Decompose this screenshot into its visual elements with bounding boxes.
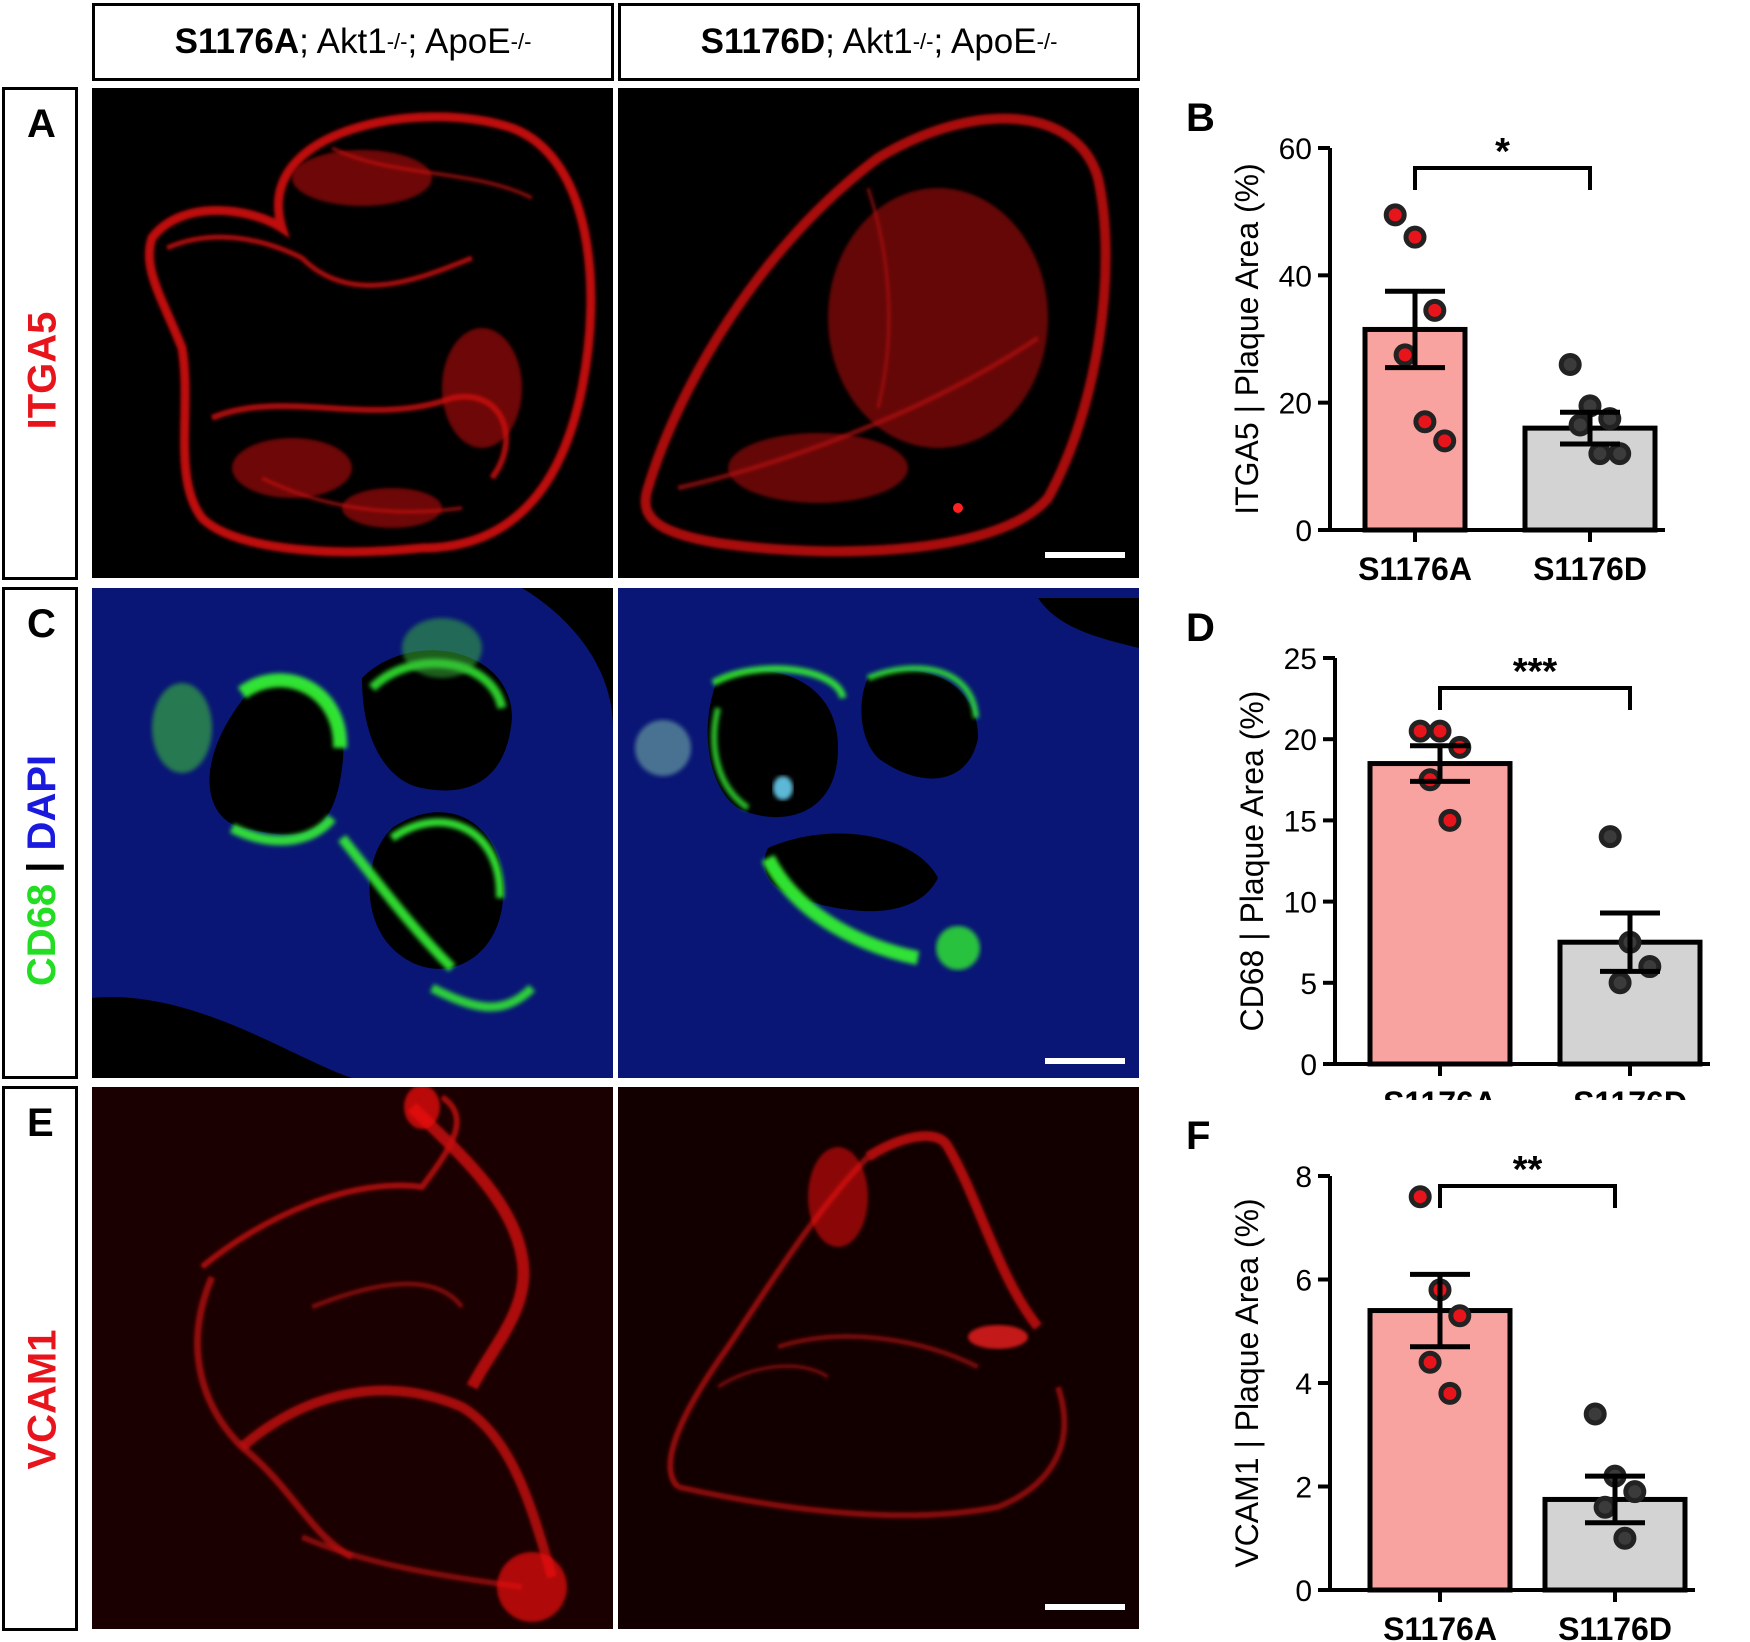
data-point — [1593, 1495, 1617, 1519]
significance-bracket — [1438, 686, 1632, 710]
significance-label: ** — [1513, 1149, 1543, 1191]
marker-dapi: DAPI — [20, 754, 65, 850]
x-tick-label: S1176A — [1383, 1085, 1497, 1100]
column-header-text: ; Akt1 — [299, 22, 387, 61]
y-axis-label: CD68 | Plaque Area (%) — [1234, 691, 1270, 1032]
y-tick-label: 5 — [1300, 968, 1317, 1001]
micrograph-vcam1-s1176a — [92, 1087, 613, 1629]
column-header-sup: -/- — [912, 29, 934, 54]
data-point — [1588, 442, 1612, 466]
column-header-sup: -/- — [1036, 29, 1058, 54]
data-point — [1383, 203, 1407, 227]
chart-itga5-svg: 0 20 40 60 S1176A S1176D ITGA5 | Plaque Area (… — [1229, 131, 1665, 587]
data-point — [1623, 1480, 1647, 1504]
column-header-genotype: S1176D — [700, 22, 826, 61]
bar-s1176a — [1367, 761, 1513, 1067]
data-point — [1438, 1381, 1462, 1405]
chart-vcam1-svg: 0 2 4 6 8 S1176A S1176D VCAM1 | Plaque Area (%)… — [1229, 1149, 1695, 1642]
y-tick-label: 0 — [1295, 515, 1312, 548]
x-tick-label: S1176D — [1533, 551, 1647, 587]
significance-bracket — [1413, 166, 1592, 190]
marker-itga5: ITGA5 — [20, 311, 65, 429]
scale-bar — [1045, 1604, 1125, 1610]
y-tick-label: 40 — [1279, 260, 1312, 293]
y-tick-label: 0 — [1300, 1049, 1317, 1082]
y-tick-label: 6 — [1295, 1265, 1312, 1298]
data-point — [1438, 808, 1462, 832]
data-point — [1408, 719, 1432, 743]
column-header-sup: -/- — [386, 29, 408, 54]
data-point — [1598, 825, 1622, 849]
row-marker-e: VCAM1 — [5, 1199, 81, 1599]
column-header-text: ; ApoE — [407, 22, 511, 61]
chart-vcam1: 0 2 4 6 8 S1176A S1176D VCAM1 | Plaque Area (%)… — [1190, 1148, 1750, 1642]
y-tick-label: 10 — [1284, 887, 1317, 920]
chart-cd68: 0 5 10 15 20 25 S1176A S1176D CD68 | Plaque Area… — [1190, 640, 1750, 1100]
data-point — [1613, 1526, 1637, 1550]
column-header-sup: -/- — [510, 29, 532, 54]
panel-letter-b: B — [1186, 96, 1215, 140]
data-point — [1413, 410, 1437, 434]
data-point — [1408, 1185, 1432, 1209]
x-tick-label: S1176D — [1573, 1085, 1687, 1100]
micrograph-cd68-s1176a — [92, 588, 613, 1078]
row-label-e: E VCAM1 — [2, 1086, 78, 1631]
data-point — [1558, 352, 1582, 376]
data-point — [1403, 225, 1427, 249]
y-tick-label: 4 — [1295, 1368, 1312, 1401]
column-header-s1176d: S1176D; Akt1 -/-; ApoE -/- — [618, 3, 1140, 81]
chart-itga5: 0 20 40 60 S1176A S1176D ITGA5 | Plaque Area (… — [1190, 130, 1750, 590]
row-marker-c: CD68 | DAPI — [5, 670, 81, 1070]
data-point — [1393, 343, 1417, 367]
significance-bracket — [1438, 1184, 1617, 1208]
data-point — [1568, 413, 1592, 437]
panel-letter-e: E — [27, 1101, 54, 1145]
row-label-c: C CD68 | DAPI — [2, 587, 78, 1079]
y-tick-label: 60 — [1279, 133, 1312, 166]
y-axis-label: ITGA5 | Plaque Area (%) — [1229, 163, 1265, 515]
significance-label: * — [1495, 131, 1510, 173]
column-header-text: ; Akt1 — [825, 22, 913, 61]
data-point — [1608, 971, 1632, 995]
y-tick-label: 20 — [1279, 388, 1312, 421]
marker-vcam1: VCAM1 — [20, 1328, 65, 1470]
y-tick-label: 25 — [1284, 643, 1317, 676]
marker-separator: | — [20, 849, 65, 884]
bar-s1176a — [1367, 1308, 1513, 1593]
data-point — [1423, 298, 1447, 322]
x-tick-label: S1176A — [1358, 551, 1472, 587]
scale-bar — [1045, 1058, 1125, 1064]
y-tick-label: 8 — [1295, 1161, 1312, 1194]
y-tick-label: 2 — [1295, 1472, 1312, 1505]
data-point — [1433, 429, 1457, 453]
micrograph-itga5-s1176d — [618, 88, 1139, 578]
y-tick-label: 15 — [1284, 805, 1317, 838]
x-tick-label: S1176D — [1558, 1611, 1672, 1642]
micrograph-vcam1-s1176d — [618, 1087, 1139, 1629]
chart-cd68-svg: 0 5 10 15 20 25 S1176A S1176D CD68 | Plaque Area… — [1234, 643, 1710, 1100]
marker-cd68: CD68 — [20, 883, 65, 986]
row-marker-a: ITGA5 — [5, 170, 81, 570]
y-axis-label: VCAM1 | Plaque Area (%) — [1229, 1198, 1265, 1567]
data-point — [1448, 1304, 1472, 1328]
significance-label: *** — [1513, 651, 1558, 693]
data-point — [1428, 719, 1452, 743]
panel-letter-f: F — [1186, 1114, 1211, 1158]
data-point — [1583, 1402, 1607, 1426]
column-header-text: ; ApoE — [933, 22, 1037, 61]
data-point — [1418, 1350, 1442, 1374]
x-tick-label: S1176A — [1383, 1611, 1497, 1642]
micrograph-itga5-s1176a — [92, 88, 613, 578]
row-label-a: A ITGA5 — [2, 87, 78, 580]
data-point — [1608, 442, 1632, 466]
panel-letter-a: A — [27, 102, 56, 146]
panel-letter-c: C — [27, 602, 56, 646]
micrograph-cd68-s1176d — [618, 588, 1139, 1078]
panel-letter-d: D — [1186, 606, 1215, 650]
column-header-s1176a: S1176A; Akt1 -/-; ApoE -/- — [92, 3, 614, 81]
scale-bar — [1045, 552, 1125, 558]
y-tick-label: 20 — [1284, 724, 1317, 757]
y-tick-label: 0 — [1295, 1575, 1312, 1608]
column-header-genotype: S1176A — [174, 22, 300, 61]
